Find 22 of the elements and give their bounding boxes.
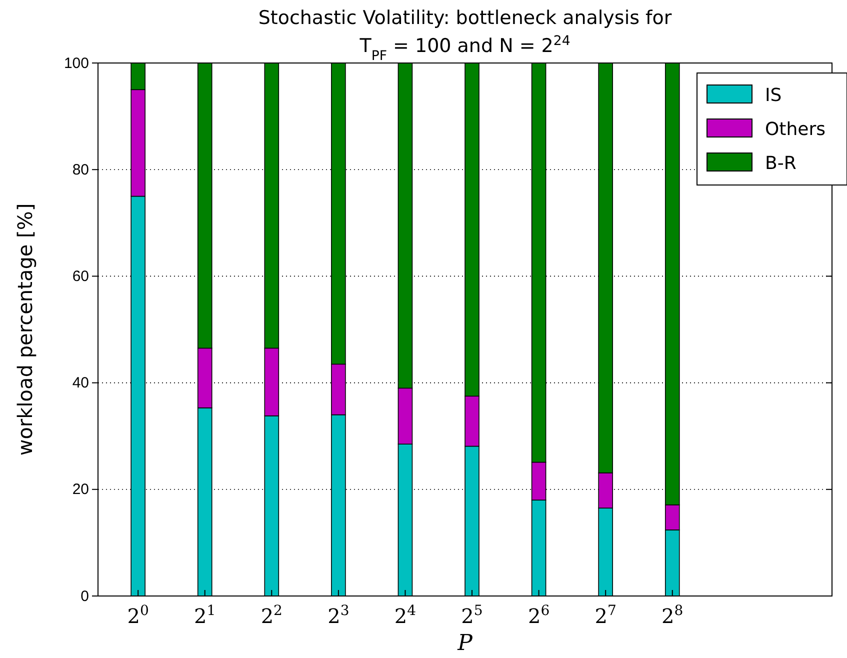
x-tick-label: 2$^{0}$ bbox=[127, 603, 149, 628]
x-axis-title: P bbox=[456, 631, 474, 656]
y-tick-label: 40 bbox=[72, 374, 89, 392]
y-tick-label: 0 bbox=[80, 588, 89, 605]
chart-subtitle: T$_{PF}$ = 100 and N = 2$^{24}$ bbox=[358, 34, 570, 64]
y-tick-label: 20 bbox=[72, 481, 89, 498]
legend-label: IS bbox=[765, 85, 782, 106]
x-tick-label: 2$^{8}$ bbox=[662, 603, 684, 628]
y-axis-title: workload percentage [%] bbox=[13, 203, 37, 456]
legend-label: B-R bbox=[765, 153, 796, 174]
chart-title: Stochastic Volatility: bottleneck analysis for bbox=[258, 7, 672, 29]
legend-label: Others bbox=[765, 119, 826, 140]
x-tick-label: 2$^{6}$ bbox=[528, 603, 550, 628]
x-tick-label: 2$^{3}$ bbox=[328, 603, 350, 628]
x-tick-label: 2$^{5}$ bbox=[461, 603, 483, 628]
y-tick-label: 60 bbox=[72, 268, 89, 285]
x-tick-label: 2$^{4}$ bbox=[394, 603, 416, 628]
y-tick-label: 80 bbox=[72, 161, 89, 178]
y-tick-label: 100 bbox=[64, 54, 89, 72]
x-tick-label: 2$^{7}$ bbox=[594, 603, 616, 628]
x-tick-label: 2$^{1}$ bbox=[194, 603, 216, 628]
x-tick-label: 2$^{2}$ bbox=[260, 603, 282, 628]
